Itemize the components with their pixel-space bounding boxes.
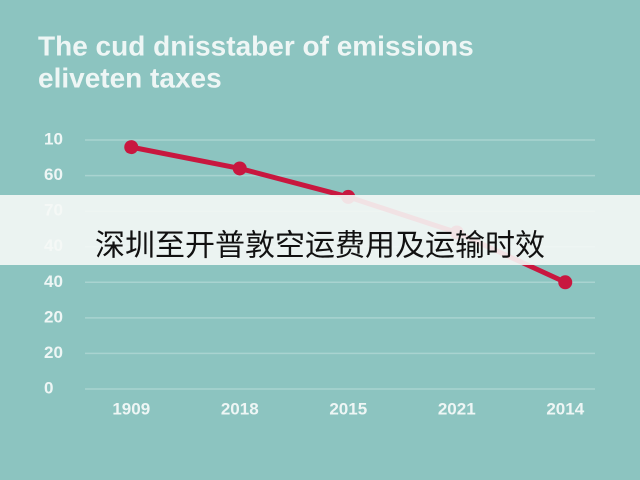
y-tick-label: 60 <box>44 165 63 184</box>
banner <box>0 195 640 265</box>
y-tick-label: 10 <box>44 129 63 148</box>
banner-text: 深圳至开普敦空运费用及运输时效 <box>95 229 545 264</box>
x-tick-label: 1909 <box>112 399 150 418</box>
point <box>558 275 573 290</box>
x-tick-label: 2021 <box>438 399 476 418</box>
x-tick-label: 2018 <box>221 399 259 418</box>
y-tick-label: 40 <box>44 272 63 291</box>
y-tick-label: 20 <box>44 307 63 326</box>
chart-title: The cud dnisstaber of emissions <box>38 30 474 61</box>
point <box>232 161 247 176</box>
x-tick-label: 2015 <box>329 399 367 418</box>
x-tick-label: 2014 <box>546 399 584 418</box>
y-tick-label: 20 <box>44 343 63 362</box>
y-tick-label: 0 <box>44 378 53 397</box>
point <box>124 140 139 155</box>
chart-title: eliveten taxes <box>38 62 222 93</box>
